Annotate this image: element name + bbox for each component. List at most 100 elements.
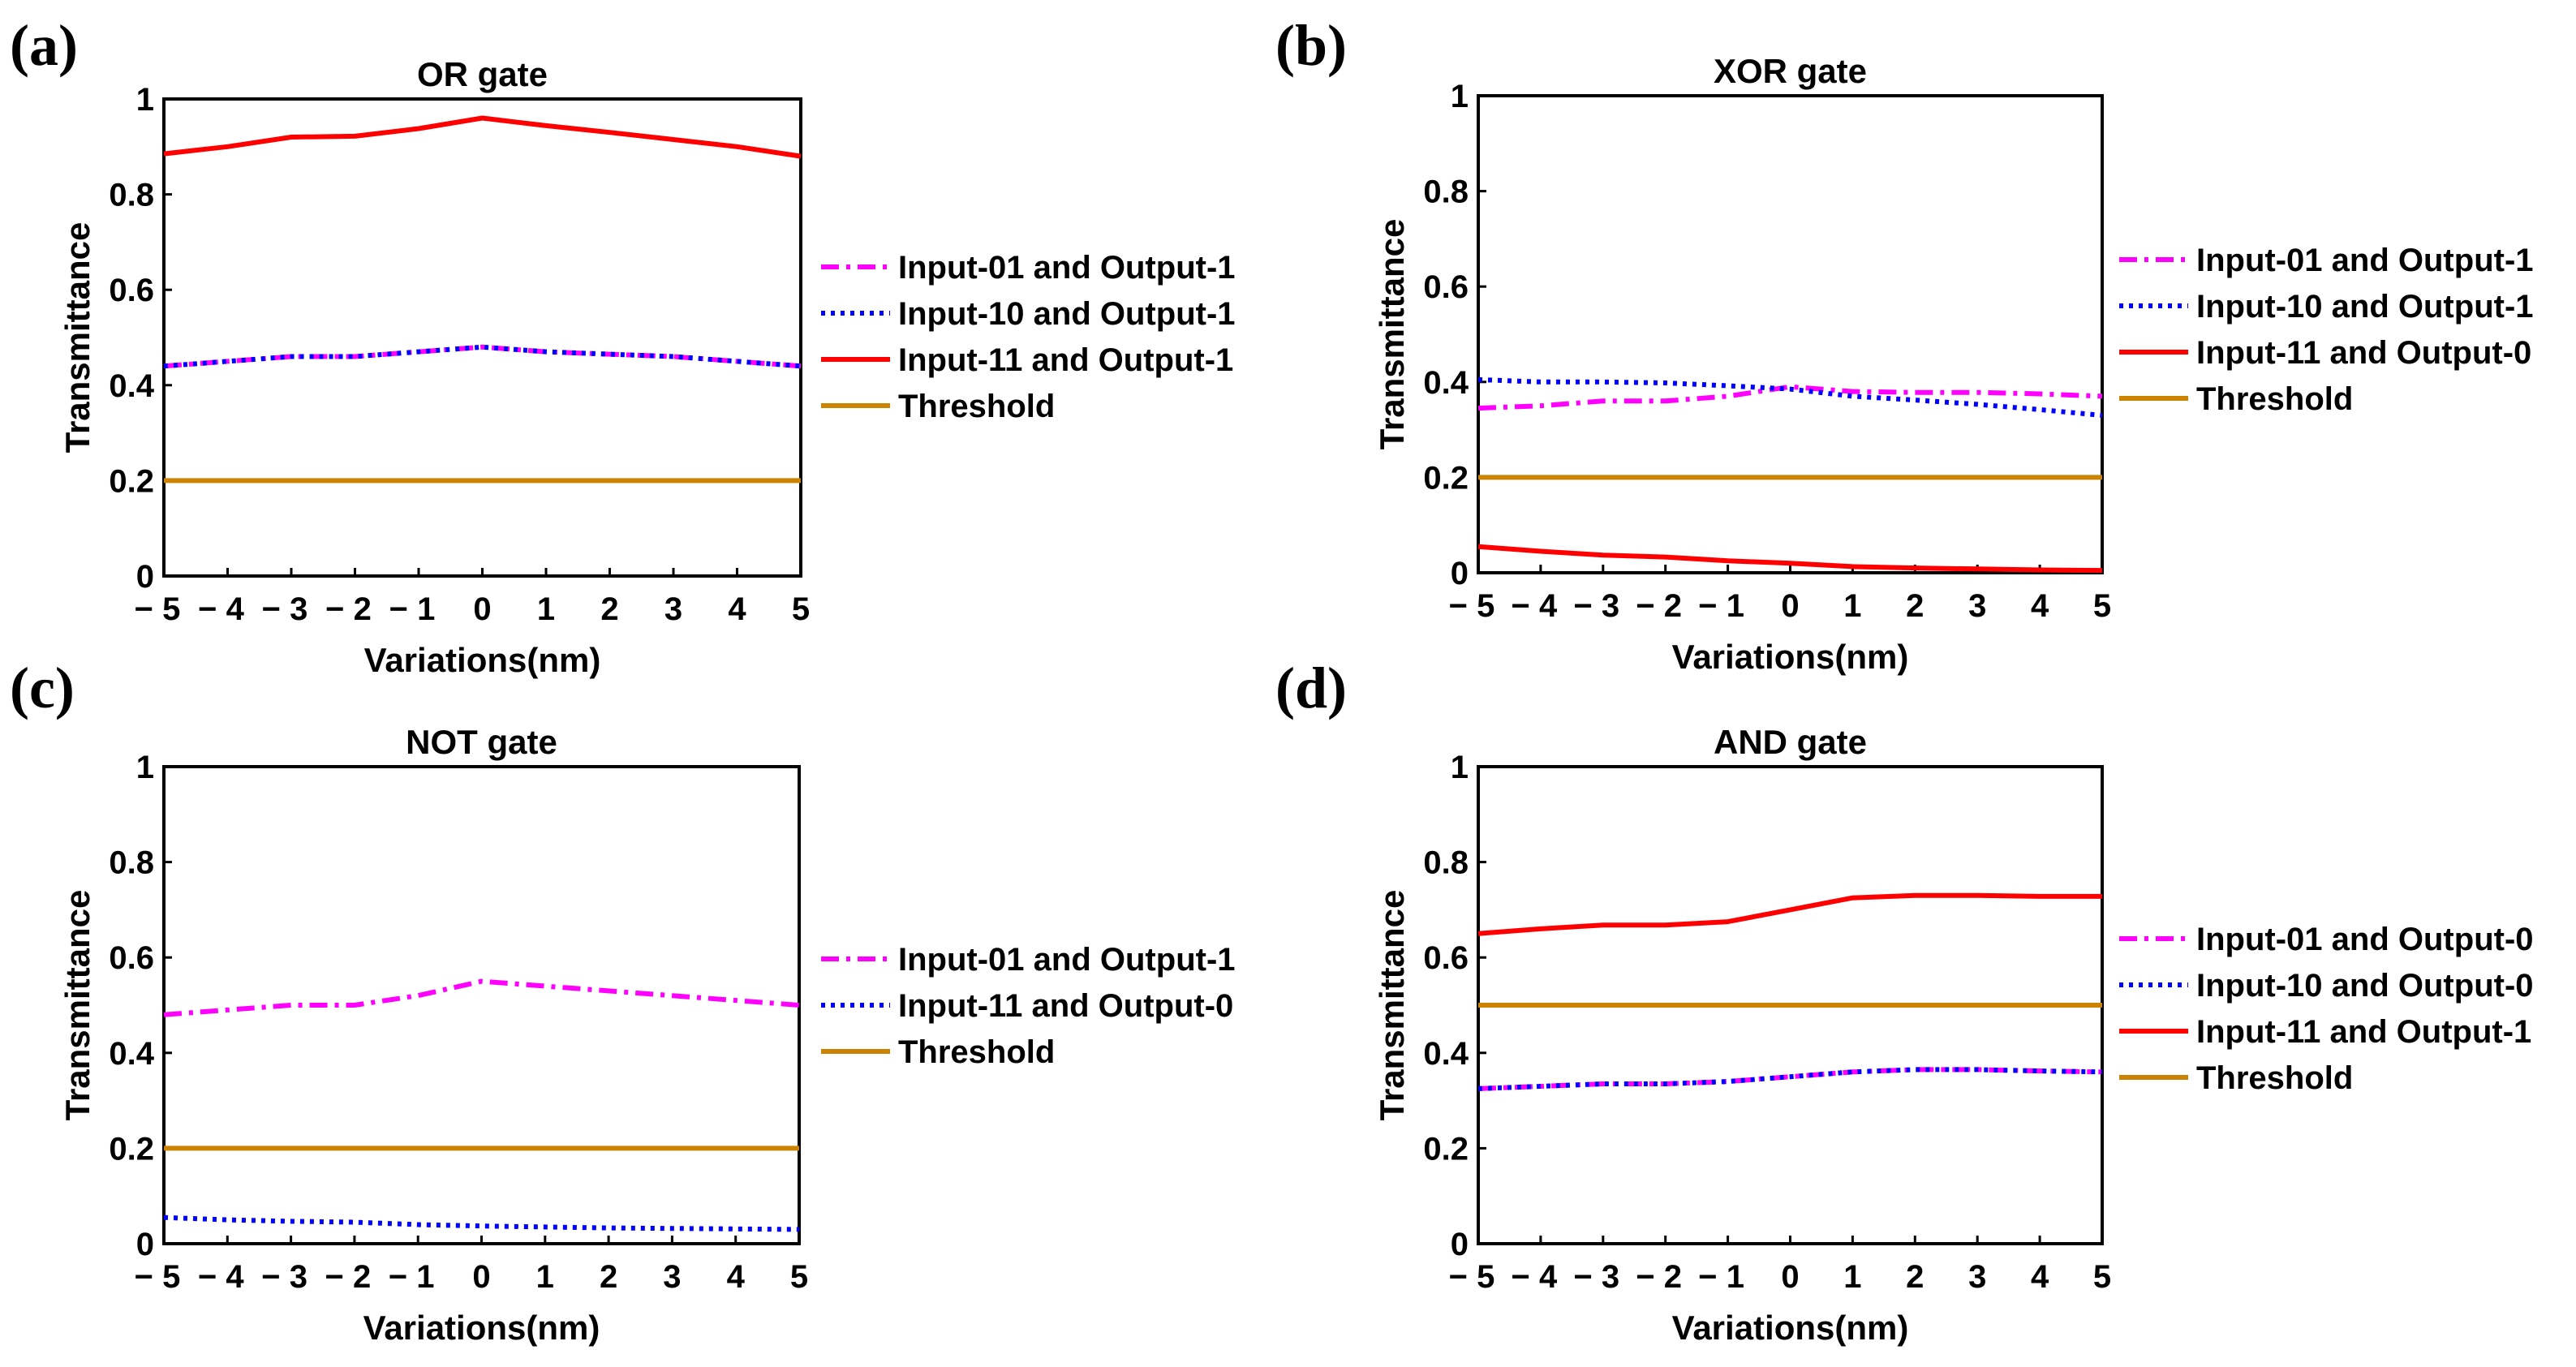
series-line-3	[163, 115, 802, 159]
chart-panel-1: (a) OR gate 0 0.2 0.4 0.6 0.8 1 − 5 − 4 − 3 − 2 − 1 0…	[10, 13, 1236, 679]
legend-entry-label: Threshold	[898, 1034, 1055, 1070]
chart-title: NOT gate	[406, 723, 557, 761]
x-tick-label: 1	[1843, 1259, 1861, 1295]
x-tick-label: 1	[537, 591, 555, 627]
legend-entry-label: Input-01 and Output-1	[898, 942, 1236, 978]
x-tick-label: − 2	[1636, 1259, 1682, 1295]
x-tick-label: 3	[664, 591, 682, 627]
x-tick-label: 1	[1843, 588, 1861, 624]
chart-title: AND gate	[1714, 723, 1867, 761]
x-tick-label: 4	[728, 591, 746, 627]
panel-label: (b)	[1275, 13, 1347, 78]
series-line-3	[1477, 892, 2102, 936]
x-tick-label: − 1	[1698, 588, 1744, 624]
y-tick-label: 0.4	[1423, 1036, 1469, 1072]
x-tick-label: 2	[1906, 588, 1924, 624]
chart-title: OR gate	[417, 55, 548, 93]
legend-entry-label: Threshold	[898, 389, 1055, 424]
x-tick-label: − 3	[1573, 1259, 1619, 1295]
x-tick-label: 0	[473, 591, 491, 627]
x-axis-label: Variations(nm)	[363, 1309, 600, 1347]
x-tick-label: 3	[1968, 1259, 1986, 1295]
y-axis-label: Transmittance	[1373, 890, 1411, 1121]
y-axis-label: Transmittance	[1373, 219, 1411, 450]
x-tick-label: − 1	[389, 591, 436, 627]
y-tick-label: 0.8	[109, 845, 154, 881]
x-tick-label: 5	[792, 591, 810, 627]
x-tick-label: − 5	[135, 1259, 181, 1295]
series-line-2	[163, 344, 802, 369]
y-tick-label: 0.8	[1423, 174, 1469, 210]
x-tick-label: − 5	[1449, 1259, 1495, 1295]
y-tick-label: 0.6	[109, 940, 154, 976]
x-tick-label: 4	[2031, 1259, 2049, 1295]
series-line-1	[1477, 1067, 2103, 1091]
x-tick-label: − 1	[389, 1259, 435, 1295]
y-tick-label: 0	[136, 559, 154, 595]
y-tick-label: 1	[136, 750, 154, 785]
legend-entry-label: Input-11 and Output-0	[898, 988, 1233, 1024]
x-tick-label: − 5	[1449, 588, 1495, 624]
y-tick-label: 0.4	[109, 1036, 154, 1072]
x-tick-label: − 3	[262, 591, 308, 627]
series-line-1	[163, 978, 800, 1017]
y-tick-label: 1	[136, 82, 154, 118]
y-tick-label: 0.6	[109, 273, 154, 308]
y-axis-label: Transmittance	[58, 890, 97, 1121]
x-tick-label: 0	[1781, 1259, 1799, 1295]
legend-entry-label: Input-01 and Output-0	[2196, 922, 2534, 957]
series-line-1	[163, 344, 802, 369]
y-tick-label: 0.4	[109, 368, 154, 404]
x-tick-label: 5	[2093, 1259, 2111, 1295]
legend-entry-label: Input-11 and Output-1	[898, 342, 1233, 378]
series-line-2	[1477, 1067, 2103, 1091]
panel-label: (a)	[10, 13, 78, 78]
x-tick-label: − 4	[1512, 1259, 1558, 1295]
x-tick-label: 1	[536, 1259, 554, 1295]
y-tick-label: 0.8	[109, 178, 154, 213]
legend-entry-label: Input-11 and Output-0	[2196, 335, 2531, 371]
x-tick-label: − 3	[1573, 588, 1619, 624]
legend: Input-01 and Output-1 Input-10 and Output…	[2119, 243, 2534, 417]
legend-entry-label: Input-01 and Output-1	[898, 250, 1236, 286]
x-tick-label: 5	[790, 1259, 808, 1295]
y-tick-label: 0	[1451, 556, 1469, 591]
x-tick-label: 2	[600, 1259, 617, 1295]
plot-area-frame	[162, 765, 801, 1245]
panel-label: (d)	[1275, 656, 1347, 720]
x-tick-label: 3	[1968, 588, 1986, 624]
x-tick-label: 4	[727, 1259, 746, 1295]
y-tick-label: 0	[136, 1227, 154, 1262]
plot-area-frame	[162, 97, 802, 578]
x-tick-label: − 4	[198, 1259, 244, 1295]
legend-entry-label: Threshold	[2196, 381, 2353, 417]
panel-label: (c)	[10, 656, 75, 720]
legend: Input-01 and Output-0 Input-10 and Output…	[2119, 922, 2534, 1096]
x-axis-label: Variations(nm)	[1672, 1309, 1909, 1347]
y-axis-label: Transmittance	[58, 222, 97, 454]
x-tick-label: 2	[1906, 1259, 1924, 1295]
series-line-3	[1477, 544, 2103, 574]
y-tick-label: 0.2	[1423, 460, 1469, 496]
y-tick-label: 1	[1451, 79, 1469, 114]
y-tick-label: 0.2	[1423, 1131, 1469, 1167]
x-axis-label: Variations(nm)	[364, 641, 601, 679]
x-tick-label: − 4	[198, 591, 244, 627]
x-tick-label: − 2	[325, 591, 372, 627]
legend-entry-label: Input-10 and Output-0	[2196, 968, 2534, 1004]
series-line-2	[163, 1214, 800, 1232]
x-tick-label: − 2	[1636, 588, 1682, 624]
x-tick-label: 0	[472, 1259, 490, 1295]
legend-entry-label: Input-10 and Output-1	[898, 296, 1236, 332]
chart-panel-2: (b) XOR gate 0 0.2 0.4 0.6 0.8 1 − 5 − 4 − 3 − 2 − 1…	[1275, 13, 2534, 676]
y-tick-label: 1	[1451, 750, 1469, 785]
y-tick-label: 0.4	[1423, 365, 1469, 401]
y-tick-label: 0.2	[109, 1131, 154, 1167]
x-tick-label: − 3	[261, 1259, 307, 1295]
chart-panel-4: (d) AND gate 0 0.2 0.4 0.6 0.8 1 − 5 − 4 − 3 − 2 − 1…	[1275, 656, 2534, 1347]
legend: Input-01 and Output-1 Input-10 and Output…	[821, 250, 1236, 424]
series-line-1	[1477, 384, 2103, 411]
chart-panel-3: (c) NOT gate 0 0.2 0.4 0.6 0.8 1 − 5 − 4 − 3 − 2 − 1…	[10, 656, 1236, 1347]
series-line-2	[1477, 376, 2103, 418]
legend: Input-01 and Output-1 Input-11 and Output…	[821, 942, 1236, 1070]
